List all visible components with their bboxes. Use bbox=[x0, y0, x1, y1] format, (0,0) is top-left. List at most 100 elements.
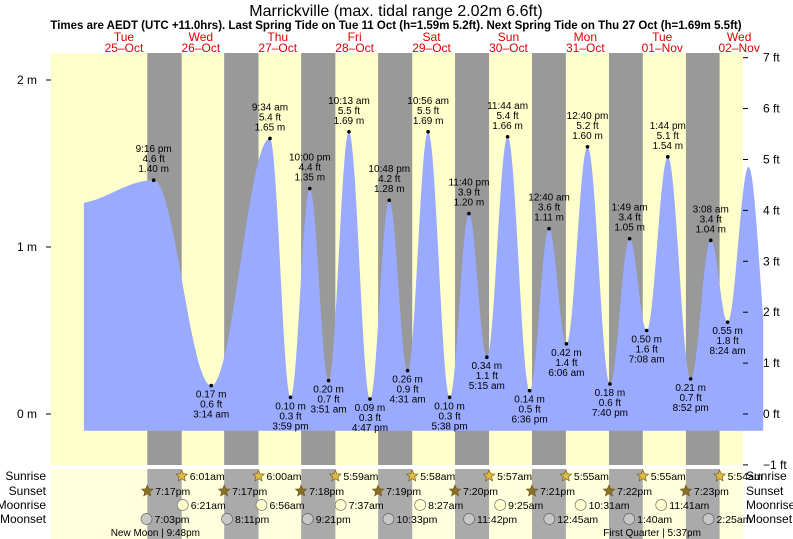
sunset-time: 7:22pm bbox=[617, 486, 652, 498]
day-header-weekday: Fri bbox=[348, 30, 362, 44]
right-tick-label: 7 ft bbox=[763, 51, 780, 65]
high-tide-marker bbox=[268, 136, 272, 141]
low-tide-time: 4:47 pm bbox=[352, 423, 388, 434]
moonset-time: 12:45am bbox=[557, 514, 598, 526]
moonrise-icon bbox=[255, 499, 268, 511]
moonset-icon bbox=[463, 513, 475, 525]
day-header-weekday: Thu bbox=[267, 30, 288, 44]
low-tide-m: 0.20 m bbox=[313, 385, 344, 396]
high-tide-time: 12:40 am bbox=[528, 193, 570, 204]
sunrise-icon bbox=[175, 469, 189, 482]
high-tide-time: 9:34 am bbox=[252, 102, 288, 113]
high-tide-time: 10:56 am bbox=[407, 96, 449, 107]
sunset-time: 7:19pm bbox=[386, 486, 421, 498]
high-tide-marker bbox=[627, 236, 632, 241]
moonrise-time: 10:31am bbox=[589, 500, 630, 512]
high-tide-ft: 5.4 ft bbox=[496, 111, 518, 122]
moonrise-icon bbox=[494, 499, 507, 511]
high-tide-m: 1.54 m bbox=[653, 141, 684, 152]
low-tide-m: 0.50 m bbox=[631, 335, 662, 346]
row-label-right: Sunset bbox=[746, 484, 784, 498]
right-tick-label: 1 ft bbox=[763, 356, 780, 370]
moon-phase-label: New Moon | 9:48pm bbox=[111, 528, 200, 539]
sunset-icon bbox=[448, 484, 462, 497]
sunset-icon bbox=[525, 484, 539, 497]
sunset-icon bbox=[602, 484, 616, 497]
low-tide-ft: 0.7 ft bbox=[680, 393, 702, 404]
low-tide-marker bbox=[725, 320, 730, 324]
low-tide-m: 0.42 m bbox=[551, 348, 582, 359]
sunset-icon bbox=[140, 484, 154, 497]
sunset-icon bbox=[294, 484, 308, 497]
right-tick-label: 5 ft bbox=[763, 152, 780, 166]
low-tide-marker bbox=[688, 377, 693, 381]
high-tide-m: 1.66 m bbox=[492, 121, 523, 132]
high-tide-m: 1.20 m bbox=[454, 198, 485, 209]
low-tide-m: 0.14 m bbox=[514, 395, 545, 406]
low-tide-marker bbox=[368, 397, 372, 401]
day-header-date: 25–Oct bbox=[105, 41, 144, 55]
low-tide-marker bbox=[608, 382, 612, 386]
moon-phase-label: First Quarter | 5:37pm bbox=[603, 528, 701, 539]
low-tide-marker bbox=[405, 368, 410, 373]
right-axis: −1 ft 0 ft 1 ft 2 ft 3 ft 4 ft 5 ft 6 ft 7 ft bbox=[743, 51, 787, 472]
low-tide-m: 0.09 m bbox=[355, 403, 386, 414]
moonset-icon bbox=[702, 513, 715, 525]
moonset-icon bbox=[382, 513, 395, 525]
low-tide-time: 8:52 pm bbox=[673, 403, 709, 414]
high-tide-m: 1.69 m bbox=[413, 116, 444, 127]
high-tide-time: 12:40 pm bbox=[567, 111, 609, 122]
high-tide-time: 9:16 pm bbox=[136, 144, 172, 155]
sunset-time: 7:17pm bbox=[232, 486, 267, 498]
low-tide-marker bbox=[527, 388, 532, 393]
tide-curve-area bbox=[83, 131, 764, 431]
high-tide-m: 1.04 m bbox=[695, 224, 726, 235]
high-tide-ft: 4.6 ft bbox=[143, 154, 165, 165]
moonset-icon bbox=[221, 513, 233, 525]
low-tide-ft: 1.4 ft bbox=[555, 358, 577, 369]
high-tide-time: 3:08 am bbox=[693, 204, 729, 215]
high-tide-m: 1.05 m bbox=[614, 223, 645, 234]
left-axis: 0 m 1 m 2 m bbox=[17, 73, 51, 421]
low-tide-m: 0.34 m bbox=[472, 361, 503, 372]
day-header-weekday: Sat bbox=[423, 30, 442, 44]
sunrise-time: 5:55am bbox=[574, 471, 609, 483]
low-tide-marker bbox=[485, 355, 489, 360]
high-tide-ft: 5.2 ft bbox=[576, 121, 598, 132]
day-header-weekday: Mon bbox=[574, 30, 597, 44]
high-tide-time: 1:44 pm bbox=[650, 121, 686, 132]
high-tide-m: 1.11 m bbox=[534, 213, 564, 224]
low-tide-ft: 0.5 ft bbox=[518, 405, 540, 416]
high-tide-marker bbox=[665, 155, 670, 159]
bottom-daylight-band bbox=[565, 469, 609, 539]
sunrise-time: 5:55am bbox=[651, 471, 686, 483]
low-tide-ft: 0.9 ft bbox=[396, 385, 418, 396]
low-tide-time: 8:24 am bbox=[710, 346, 746, 357]
high-tide-time: 10:00 pm bbox=[289, 153, 331, 164]
low-tide-m: 0.10 m bbox=[275, 401, 306, 412]
sunrise-time: 5:58am bbox=[420, 471, 455, 483]
moonset-time: 7:03pm bbox=[155, 514, 190, 526]
low-tide-ft: 1.6 ft bbox=[636, 345, 658, 356]
high-tide-ft: 5.4 ft bbox=[259, 112, 281, 123]
sunrise-icon bbox=[405, 469, 419, 482]
low-tide-ft: 0.7 ft bbox=[317, 395, 339, 406]
low-tide-ft: 1.1 ft bbox=[476, 371, 498, 382]
high-tide-ft: 4.4 ft bbox=[299, 163, 321, 174]
sunrise-time: 5:57am bbox=[497, 471, 532, 483]
low-tide-ft: 0.3 ft bbox=[438, 411, 460, 422]
day-header-weekday: Tue bbox=[114, 30, 135, 44]
low-tide-marker bbox=[326, 378, 331, 383]
moonset-time: 9:21pm bbox=[316, 514, 351, 526]
day-header-weekday: Wed bbox=[727, 30, 751, 44]
moonrise-icon bbox=[574, 499, 587, 511]
bottom-daylight-band bbox=[51, 469, 148, 539]
high-tide-ft: 5.1 ft bbox=[657, 131, 679, 142]
moonrise-icon bbox=[655, 499, 668, 511]
high-tide-ft: 3.6 ft bbox=[538, 203, 560, 214]
day-header-date: 30–Oct bbox=[489, 41, 528, 55]
low-tide-time: 3:59 pm bbox=[272, 421, 308, 432]
sunset-icon bbox=[217, 484, 231, 497]
right-tick-label: 4 ft bbox=[763, 203, 780, 217]
